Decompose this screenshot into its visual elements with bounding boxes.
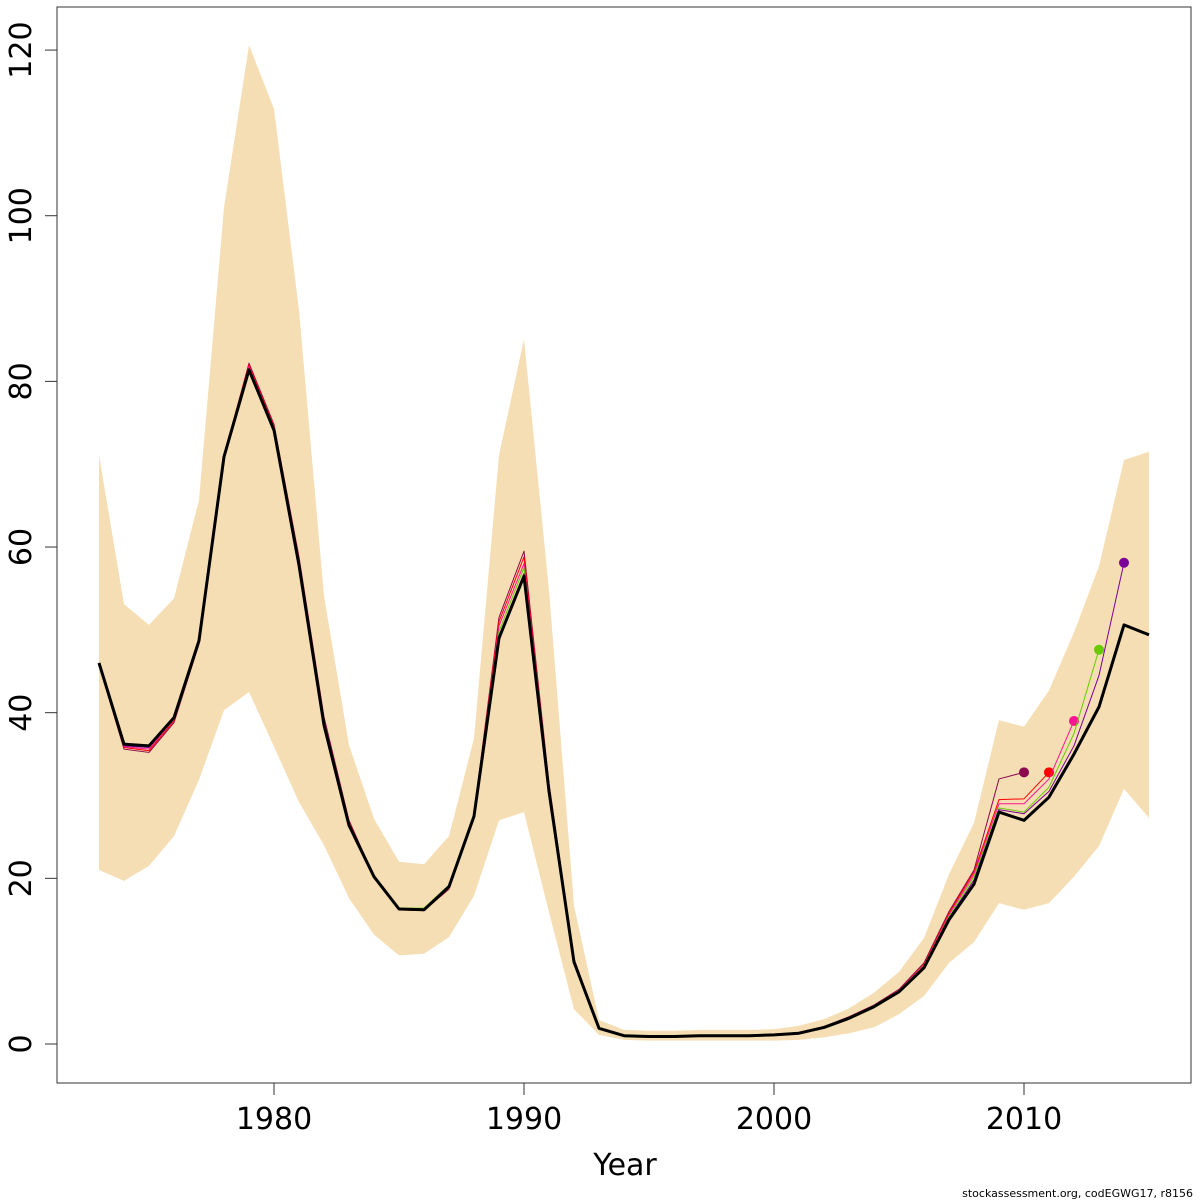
confidence-band <box>99 45 1149 1041</box>
endpoint-marker <box>1119 557 1129 568</box>
y-tick-label: 60 <box>4 528 39 566</box>
endpoint-marker <box>1044 767 1054 778</box>
x-tick-label: 2000 <box>736 1102 812 1137</box>
x-tick-label: 1980 <box>236 1102 312 1137</box>
y-tick-label: 80 <box>4 362 39 400</box>
y-tick-label: 20 <box>4 859 39 897</box>
plot-frame <box>56 6 1192 1084</box>
y-tick-label: 0 <box>4 1034 39 1053</box>
endpoint-marker <box>1019 767 1029 778</box>
series-line <box>97 368 1150 1039</box>
x-tick-label: 2010 <box>986 1102 1062 1137</box>
footnote: stockassessment.org, codEGWG17, r8156 <box>962 1187 1193 1200</box>
y-tick-label: 40 <box>4 694 39 732</box>
x-tick-label: 1990 <box>486 1102 562 1137</box>
endpoint-marker <box>1094 644 1104 655</box>
x-axis-label: Year <box>592 1148 657 1183</box>
y-tick-label: 120 <box>4 21 39 78</box>
y-tick-label: 100 <box>4 187 39 244</box>
